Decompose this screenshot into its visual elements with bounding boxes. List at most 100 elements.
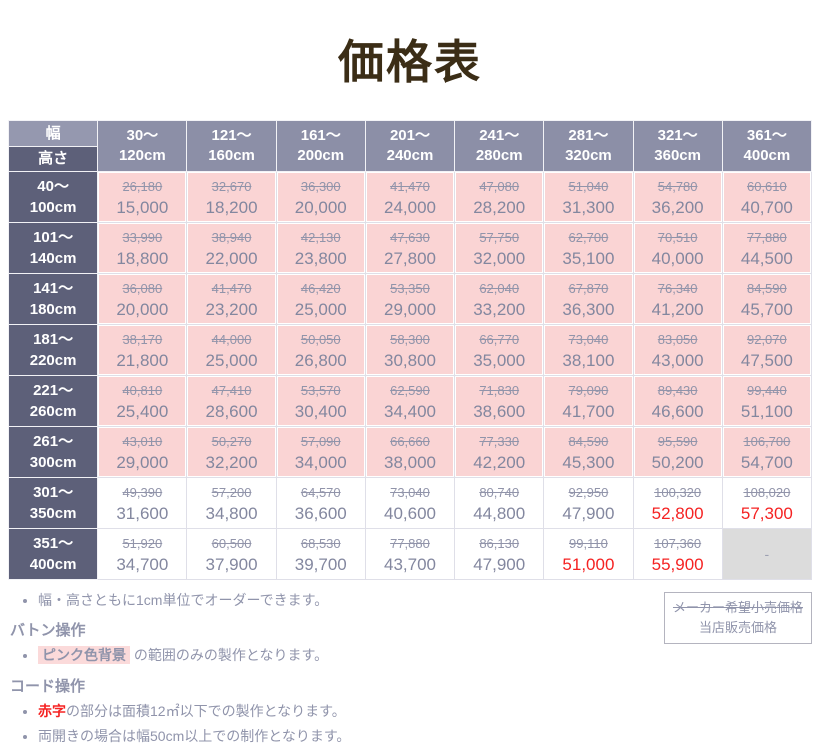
- row-header-line: 351〜: [33, 535, 74, 552]
- row-header-4: 221〜 260cm: [7, 375, 99, 427]
- msrp-price: 62,590: [390, 383, 430, 399]
- price-cell: 64,570 36,600: [275, 477, 366, 529]
- price-cell: 92,950 47,900: [543, 477, 634, 529]
- msrp-price: 54,780: [657, 179, 698, 195]
- price-cell: 107,360 55,900: [632, 528, 723, 580]
- msrp-price: 77,880: [746, 230, 787, 246]
- unavailable-cell: -: [721, 528, 813, 580]
- price-cell: 46,420 25,000: [275, 273, 366, 325]
- msrp-price: 84,590: [746, 281, 787, 297]
- msrp-price: 99,440: [746, 383, 787, 399]
- price-cell: 42,130 23,800: [275, 222, 366, 274]
- sale-price: 47,900: [562, 504, 615, 524]
- sale-price: 40,600: [383, 504, 436, 524]
- col-header-4: 241〜 280cm: [454, 120, 545, 172]
- msrp-price: 38,940: [211, 230, 252, 246]
- sale-price: 47,500: [740, 351, 793, 371]
- msrp-price: 50,050: [300, 332, 341, 348]
- table-row-4: 221〜 260cm 40,810 25,400 47,410 28,600 53,570 3…: [7, 375, 813, 427]
- sale-price: 41,200: [651, 300, 704, 320]
- sale-price: 34,000: [294, 453, 347, 473]
- row-header-line: 100cm: [29, 199, 77, 216]
- sale-price: 34,700: [116, 555, 169, 575]
- msrp-price: 83,050: [657, 332, 698, 348]
- price-cell: 49,390 31,600: [97, 477, 188, 529]
- col-header-line: 281〜: [568, 126, 609, 144]
- pink-background-highlight: ピンク色背景: [38, 646, 130, 665]
- sale-price: 23,800: [294, 249, 347, 269]
- row-header-2: 141〜 180cm: [7, 273, 99, 325]
- msrp-price: 62,700: [568, 230, 609, 246]
- msrp-price: 53,570: [300, 383, 341, 399]
- price-cell: 67,870 36,300: [543, 273, 634, 325]
- msrp-price: 100,320: [654, 485, 702, 501]
- col-header-line: 400cm: [743, 147, 791, 164]
- price-cell: 57,750 32,000: [454, 222, 545, 274]
- sale-price: 27,800: [383, 249, 436, 269]
- row-header-line: 350cm: [29, 505, 77, 522]
- sale-price: 25,000: [205, 351, 258, 371]
- msrp-price: 107,360: [654, 536, 702, 552]
- sale-price: 38,100: [562, 351, 615, 371]
- col-header-line: 30〜: [126, 126, 159, 144]
- sale-price: 25,000: [294, 300, 347, 320]
- msrp-price: 49,390: [122, 485, 163, 501]
- price-cell: 92,070 47,500: [721, 324, 813, 376]
- price-cell: 44,000 25,000: [186, 324, 277, 376]
- price-cell: 33,990 18,800: [97, 222, 188, 274]
- price-cell: 68,530 39,700: [275, 528, 366, 580]
- msrp-price: 66,660: [390, 434, 430, 450]
- price-cell: 70,510 40,000: [632, 222, 723, 274]
- sale-price: 28,600: [205, 402, 258, 422]
- price-cell: 66,660 38,000: [364, 426, 456, 478]
- sale-price: 15,000: [116, 198, 169, 218]
- row-header-line: 260cm: [29, 403, 77, 420]
- price-table: 幅高さ 30〜 120cm 121〜 160cm 161〜 200cm 201〜 240cm 24…: [7, 120, 813, 580]
- table-row-1: 101〜 140cm 33,990 18,800 38,940 22,000 42,130 2…: [7, 222, 813, 274]
- msrp-price: 60,500: [211, 536, 252, 552]
- price-cell: 50,270 32,200: [186, 426, 277, 478]
- msrp-price: 44,000: [211, 332, 252, 348]
- price-cell: 57,200 34,800: [186, 477, 277, 529]
- sale-price: 45,700: [740, 300, 793, 320]
- msrp-price: 92,070: [746, 332, 787, 348]
- sale-price: 35,100: [562, 249, 615, 269]
- msrp-price: 58,300: [390, 332, 430, 348]
- notes-list-2: ピンク色背景 の範囲のみの製作となります。: [8, 645, 812, 665]
- msrp-price: 71,830: [479, 383, 520, 399]
- sale-price: 32,200: [205, 453, 258, 473]
- sale-price: 44,800: [473, 504, 526, 524]
- price-cell: 77,880 43,700: [364, 528, 456, 580]
- price-cell: 47,080 28,200: [454, 171, 545, 223]
- price-cell: 47,630 27,800: [364, 222, 456, 274]
- price-cell: 99,440 51,100: [721, 375, 813, 427]
- price-cell: 62,700 35,100: [543, 222, 634, 274]
- msrp-price: 73,040: [390, 485, 430, 501]
- price-cell: 66,770 35,000: [454, 324, 545, 376]
- price-table-header: 幅高さ 30〜 120cm 121〜 160cm 161〜 200cm 201〜 240cm 24…: [7, 120, 813, 172]
- sale-price: 45,300: [562, 453, 615, 473]
- heading-cord-operation: コード操作: [10, 677, 86, 695]
- msrp-price: 40,810: [122, 383, 163, 399]
- msrp-price: 57,090: [300, 434, 341, 450]
- row-header-3: 181〜 220cm: [7, 324, 99, 376]
- msrp-price: 77,880: [390, 536, 430, 552]
- price-cell: 32,670 18,200: [186, 171, 277, 223]
- msrp-price: 26,180: [122, 179, 163, 195]
- sale-price: 37,900: [205, 555, 258, 575]
- price-cell: 60,500 37,900: [186, 528, 277, 580]
- red-text-label: 赤字: [38, 702, 66, 719]
- sale-price: 18,200: [205, 198, 258, 218]
- col-header-line: 200cm: [297, 147, 345, 164]
- sale-price: 42,200: [473, 453, 526, 473]
- row-header-line: 180cm: [29, 301, 77, 318]
- price-cell: 57,090 34,000: [275, 426, 366, 478]
- sale-price: 34,800: [205, 504, 258, 524]
- header-row: 幅高さ 30〜 120cm 121〜 160cm 161〜 200cm 201〜 240cm 24…: [7, 120, 813, 172]
- msrp-price: 36,300: [300, 179, 341, 195]
- row-header-1: 101〜 140cm: [7, 222, 99, 274]
- row-header-line: 141〜: [33, 280, 74, 297]
- notes-list-1: 幅・高さともに1cm単位でオーダーできます。: [8, 590, 812, 610]
- price-cell: 100,320 52,800: [632, 477, 723, 529]
- msrp-price: 64,570: [300, 485, 341, 501]
